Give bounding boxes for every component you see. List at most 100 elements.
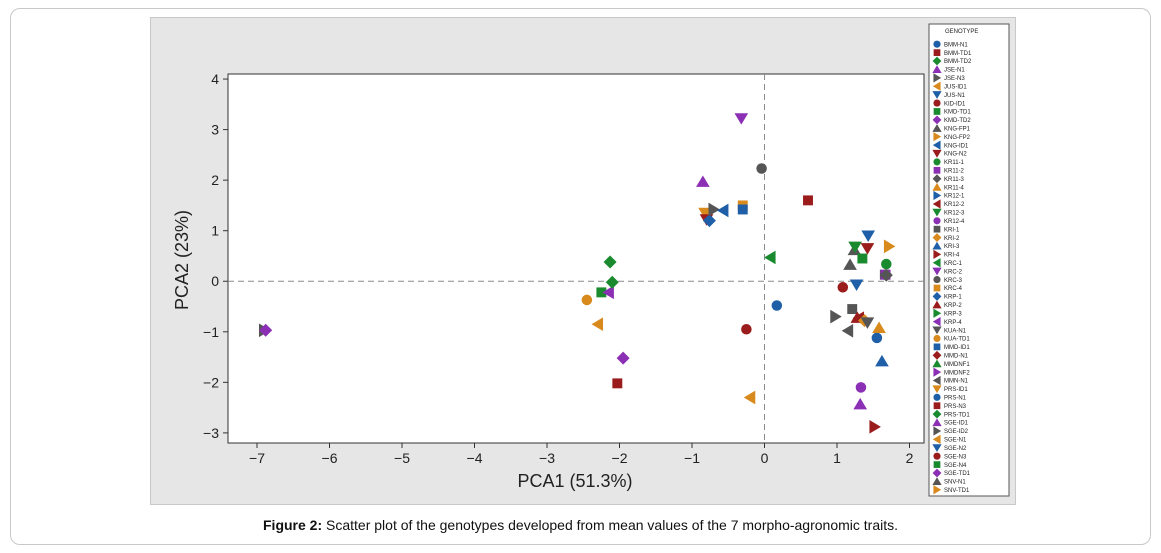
legend-label: KR12-4	[944, 219, 965, 225]
data-point	[848, 241, 862, 254]
legend-label: KNG-FP1	[944, 126, 971, 132]
legend-entry: KRP-4	[932, 317, 962, 327]
legend-marker	[932, 199, 941, 209]
y-tick-label: 4	[211, 71, 219, 87]
legend-label: MMD-N1	[944, 353, 969, 359]
y-tick-label: −1	[203, 324, 219, 340]
data-point	[708, 202, 720, 217]
legend-marker	[932, 409, 942, 419]
legend-marker	[932, 258, 941, 268]
legend-entry: SGE-ID1	[932, 418, 969, 427]
legend-entry: KRC-2	[932, 267, 963, 276]
legend-entry: KUA-TD1	[933, 334, 970, 343]
legend-entry: JSE-N1	[932, 65, 965, 74]
legend-entry: KUA-N1	[932, 326, 967, 335]
legend-marker	[932, 91, 942, 99]
legend-label: KRI-4	[944, 253, 960, 259]
figure-caption: Figure 2: Scatter plot of the genotypes …	[0, 517, 1161, 533]
legend-marker	[932, 375, 941, 386]
legend-marker	[932, 359, 942, 368]
legend-label: PRS-N3	[944, 404, 967, 410]
legend-label: KUA-TD1	[944, 337, 970, 343]
legend-label: KMD-TD1	[944, 110, 971, 116]
data-point	[849, 279, 864, 291]
data-point	[830, 309, 842, 324]
legend-label: KR11-1	[944, 160, 965, 166]
y-tick-label: −2	[203, 374, 219, 390]
data-point	[581, 294, 593, 306]
legend-marker	[932, 477, 942, 485]
legend-marker	[933, 393, 941, 401]
legend-entry: KR11-4	[932, 182, 965, 191]
legend-label: KRP-3	[944, 311, 962, 317]
data-point	[853, 397, 868, 410]
data-point	[881, 258, 892, 270]
legend-entry: KR12-4	[933, 217, 965, 225]
legend-marker	[932, 81, 941, 91]
legend-marker	[932, 124, 942, 132]
data-point	[872, 321, 886, 334]
x-tick-label: 0	[761, 450, 769, 466]
legend-entry: KR12-2	[932, 199, 965, 209]
legend-entry: SGE-N4	[933, 461, 967, 469]
legend-entry: KRP-1	[932, 292, 962, 301]
legend-entry: KRI-3	[932, 241, 960, 250]
x-tick-label: −6	[322, 450, 338, 466]
data-point	[603, 255, 617, 269]
legend-label: KUA-N1	[944, 328, 967, 334]
legend-label: KRC-3	[944, 278, 963, 284]
legend-entry: MMD-ID1	[933, 343, 970, 351]
legend-entry: KNG-FP2	[933, 132, 971, 142]
legend-marker	[933, 190, 942, 201]
legend-marker	[932, 326, 942, 335]
legend-marker	[932, 317, 941, 327]
legend-marker	[933, 225, 941, 233]
points-layer	[258, 113, 896, 434]
data-point	[616, 351, 630, 365]
legend-entry: KMD-TD1	[933, 108, 971, 116]
legend-label: KNG-ID1	[944, 143, 969, 149]
legend-marker	[933, 108, 941, 115]
legend-marker	[932, 56, 942, 66]
legend-label: KNG-N2	[944, 152, 967, 158]
legend-box	[928, 23, 1010, 497]
legend-marker	[932, 233, 942, 242]
y-axis-title: PCA2 (23%)	[172, 210, 192, 310]
legend-marker	[932, 385, 942, 394]
legend-marker	[933, 284, 941, 292]
legend-entry: SNV-N1	[932, 477, 966, 486]
data-point	[702, 214, 716, 228]
legend-marker	[933, 166, 941, 174]
legend-entry: KRC-1	[932, 258, 963, 268]
data-point	[698, 207, 712, 220]
legend-marker	[933, 249, 942, 260]
legend-label: KR12-1	[944, 194, 965, 200]
legend-label: KRI-2	[944, 236, 960, 242]
legend-entry: BMM-TD2	[932, 56, 972, 66]
legend-marker	[932, 149, 942, 158]
legend-marker	[932, 208, 942, 217]
data-point	[716, 203, 729, 218]
legend-label: KNG-FP2	[944, 135, 971, 141]
y-tick-label: 0	[211, 273, 219, 289]
legend-label: KR11-3	[944, 177, 965, 183]
data-point	[737, 204, 748, 215]
legend-marker	[933, 276, 941, 284]
legend-label: KRI-1	[944, 227, 960, 233]
data-point	[803, 195, 813, 206]
legend-label: SNV-TD1	[944, 488, 970, 494]
legend-label: KR11-4	[944, 185, 965, 191]
legend-entry: MMN-N1	[932, 375, 969, 386]
legend-entry: SGE-N2	[932, 444, 967, 452]
data-point	[841, 323, 854, 338]
legend-entry: PRS-N1	[933, 393, 967, 402]
plot-background	[227, 73, 925, 444]
legend-label: PRS-TD1	[944, 412, 970, 418]
legend-label: SGE-ID1	[944, 421, 969, 427]
legend-label: PRS-ID1	[944, 387, 968, 393]
legend-entry: KRP-3	[933, 308, 962, 318]
figure-caption-text: Scatter plot of the genotypes developed …	[322, 517, 898, 533]
legend-marker	[933, 73, 942, 83]
data-point	[875, 354, 889, 367]
